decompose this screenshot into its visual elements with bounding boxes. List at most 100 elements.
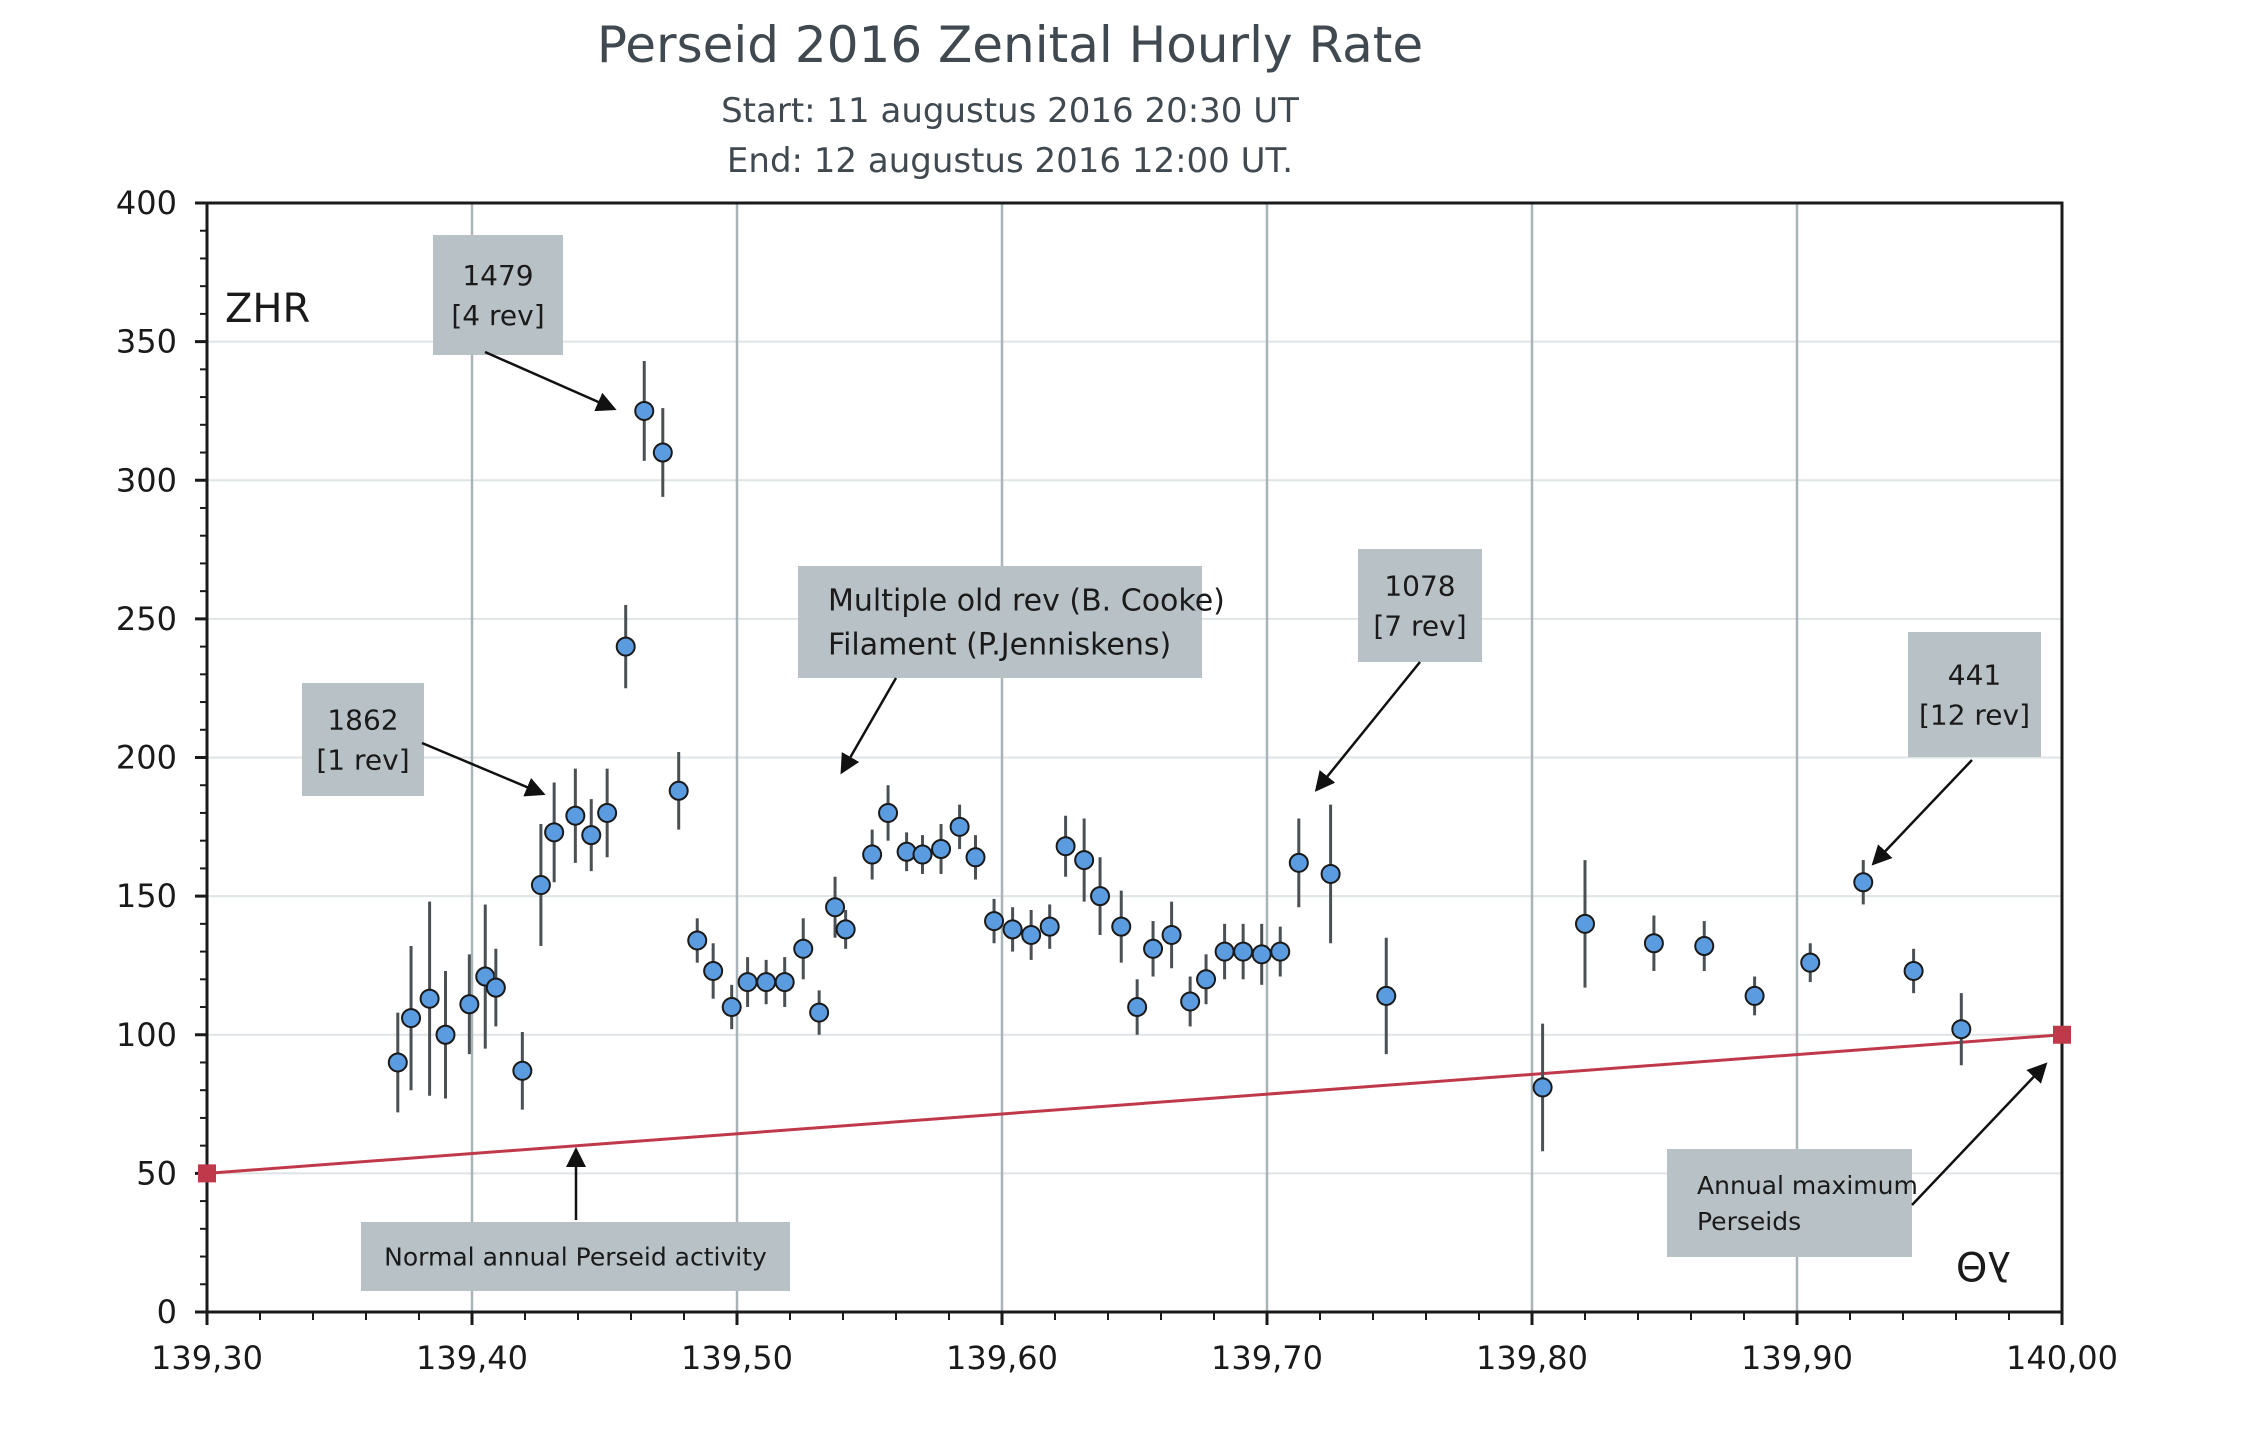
chart-subtitle-line-2: End: 12 augustus 2016 12:00 UT.: [727, 141, 1293, 181]
annotation-text: [1 rev]: [316, 743, 409, 776]
data-point: [1951, 1019, 1972, 1040]
data-point: [1376, 985, 1397, 1006]
data-point: [1320, 863, 1341, 884]
data-point: [581, 825, 602, 846]
y-tick-label: 250: [116, 600, 177, 638]
annotation-1078: 1078 [7 rev]: [1314, 549, 1482, 792]
annotation-annual-maximum: Annual maximum Perseids: [1667, 1062, 2048, 1257]
annotation-arrow: [1871, 759, 1973, 866]
data-point: [512, 1060, 533, 1081]
annotation-text: [4 rev]: [451, 299, 544, 332]
annotation-box: [1358, 549, 1482, 662]
annotation-text: Filament (P.Jenniskens): [828, 628, 1171, 663]
annotation-normal-activity: Normal annual Perseid activity: [361, 1147, 790, 1291]
annotation-text: 441: [1948, 658, 2001, 691]
y-tick-label: 150: [116, 877, 177, 915]
data-point: [1127, 997, 1148, 1018]
y-tick-label: 200: [116, 739, 177, 777]
chart-title: Perseid 2016 Zenital Hourly Rate: [597, 16, 1423, 74]
y-tick-label: 0: [157, 1293, 177, 1331]
data-point: [530, 875, 551, 896]
data-point: [1021, 924, 1042, 945]
data-point: [1143, 938, 1164, 959]
annotation-text: 1078: [1384, 569, 1455, 602]
data-point: [1575, 913, 1595, 934]
data-point: [1800, 952, 1821, 973]
data-point: [984, 911, 1005, 932]
annotation-box: [1667, 1149, 1912, 1257]
y-axis-label: ZHR: [225, 286, 310, 332]
data-point: [1074, 850, 1095, 871]
annotation-arrow: [484, 350, 617, 412]
data-point: [1180, 991, 1201, 1012]
annotation-box: [433, 235, 563, 355]
data-point: [721, 997, 742, 1018]
data-point: [1090, 886, 1111, 907]
data-point: [774, 972, 795, 993]
annotation-box: [798, 566, 1202, 678]
y-tick-label: 100: [116, 1016, 177, 1054]
x-axis-label: λΘ: [1956, 1242, 2011, 1288]
data-point: [835, 919, 856, 940]
x-tick-label: 139,50: [681, 1339, 793, 1377]
data-point: [949, 816, 970, 837]
data-point: [1853, 872, 1874, 893]
data-point: [793, 938, 814, 959]
annotation-box: [302, 683, 424, 796]
annotation-box: [1908, 632, 2041, 757]
y-tick-label: 400: [116, 184, 177, 222]
data-point: [597, 802, 618, 823]
x-tick-label: 139,90: [1741, 1339, 1853, 1377]
annotation-1479: 1479 [4 rev]: [433, 235, 617, 412]
zhr-series: [387, 361, 1972, 1152]
data-point: [1055, 836, 1076, 857]
data-point: [965, 847, 986, 868]
annotations: 1479 [4 rev] 1862 [1 rev] Multiple old rev (…: [302, 235, 2048, 1291]
data-point: [435, 1024, 456, 1045]
data-point: [1643, 933, 1664, 954]
data-point: [1903, 960, 1924, 981]
annotation-text: 1862: [327, 703, 398, 736]
grid: [207, 203, 2062, 1312]
data-point: [1532, 1077, 1553, 1098]
x-tick-label: 139,60: [946, 1339, 1058, 1377]
data-point: [544, 822, 565, 843]
y-tick-label: 350: [116, 323, 177, 361]
data-point: [912, 844, 933, 865]
baseline-endpoint-marker: [198, 1164, 216, 1183]
baseline-series: [198, 1025, 2071, 1183]
annotation-arrow: [1911, 1062, 2048, 1206]
x-tick-label: 139,70: [1211, 1339, 1323, 1377]
annotation-441: 441 [12 rev]: [1871, 632, 2041, 866]
data-point: [809, 1002, 830, 1023]
data-point: [737, 972, 758, 993]
data-point: [459, 994, 480, 1015]
annotation-text: [7 rev]: [1373, 609, 1466, 642]
data-point: [419, 988, 440, 1009]
x-tick-label: 140,00: [2006, 1339, 2118, 1377]
annotation-filament: Multiple old rev (B. Cooke) Filament (P.J…: [798, 566, 1225, 775]
data-point: [1214, 941, 1235, 962]
data-point: [1002, 919, 1023, 940]
data-point: [387, 1052, 408, 1073]
data-point: [1251, 944, 1272, 965]
baseline-line: [206, 1033, 2063, 1175]
data-point: [878, 802, 899, 823]
annotation-text: 1479: [462, 259, 533, 292]
data-point: [1111, 916, 1132, 937]
data-point: [756, 972, 777, 993]
annotation-text: [12 rev]: [1919, 698, 2030, 731]
data-point: [1161, 924, 1182, 945]
data-point: [687, 930, 708, 951]
annotation-1862: 1862 [1 rev]: [302, 683, 546, 797]
x-tick-label: 139,80: [1476, 1339, 1588, 1377]
data-point: [1196, 969, 1217, 990]
data-point: [931, 838, 952, 859]
annotation-text: Normal annual Perseid activity: [384, 1242, 767, 1271]
baseline-endpoint-marker: [2053, 1025, 2071, 1044]
annotation-text: Perseids: [1697, 1207, 1801, 1236]
data-point: [1233, 941, 1254, 962]
annotation-arrow: [421, 741, 546, 797]
data-point: [634, 400, 655, 421]
